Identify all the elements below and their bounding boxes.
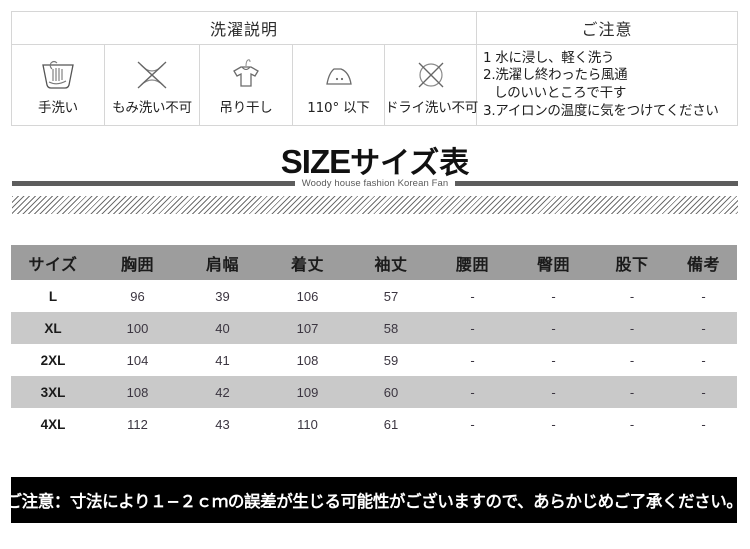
wash-instructions-header: 洗濯説明 — [10, 11, 478, 45]
cell-length: 108 — [296, 352, 319, 368]
size-title-block: SIZEサイズ表 Woody house fashion Korean Fan — [0, 138, 750, 190]
cell-chest: 104 — [126, 352, 149, 368]
caution-note-2: 2.洗濯し終わったら風通 — [483, 67, 628, 84]
cell-size: 4XL — [40, 416, 66, 432]
table-row: 4XL 112 43 110 61 - - - - — [11, 408, 737, 440]
cell-remarks: - — [670, 312, 737, 344]
cell-remarks: - — [701, 416, 706, 432]
page-subtitle: Woody house fashion Korean Fan — [301, 178, 449, 189]
hang-dry-icon — [200, 55, 292, 95]
cell-remarks: - — [701, 288, 706, 304]
subtitle-row: Woody house fashion Korean Fan — [12, 178, 739, 189]
cell-sleeve: 60 — [350, 376, 432, 408]
cell-sleeve: 61 — [383, 416, 399, 432]
table-row: 2XL 104 41 108 59 - - - - — [11, 344, 737, 376]
measurement-warning-text: ご注意：寸法により１−２ｃｍの誤差が生じる可能性がございますので、あらかじめご了… — [5, 492, 743, 511]
hatched-divider-band — [12, 196, 738, 214]
no-wringing-icon — [105, 55, 199, 95]
caution-note-1: 1 水に浸し、軽く洗う — [483, 49, 615, 66]
care-table-header-row: 洗濯説明 ご注意 — [10, 11, 739, 45]
cell-inseam: - — [629, 288, 635, 304]
subtitle-rule-left — [12, 181, 295, 186]
size-col-header-shoulder: 肩幅 — [180, 245, 265, 280]
caution-note-2-cont: しのいいところで干す — [494, 85, 627, 101]
table-row: L 96 39 106 57 - - - - — [11, 280, 737, 312]
cell-hip: - — [551, 352, 556, 368]
cell-waist: - — [470, 416, 475, 432]
caution-note-3: 3.アイロンの温度に気をつけてください — [483, 102, 719, 119]
cell-remarks: - — [670, 376, 737, 408]
size-col-header-size: サイズ — [11, 245, 95, 280]
care-cell-iron: 110° 以下 — [292, 44, 385, 126]
cell-waist: - — [432, 376, 513, 408]
care-cell-no-dry-clean: ドライ洗い不可 — [383, 44, 479, 126]
cell-shoulder: 39 — [215, 288, 230, 304]
cell-hip: - — [551, 288, 556, 304]
size-col-header-chest: 胸囲 — [95, 245, 180, 280]
cell-shoulder: 40 — [180, 312, 265, 344]
iron-110-icon — [293, 55, 384, 95]
cell-length: 110 — [297, 416, 318, 432]
cell-hip: - — [551, 416, 556, 432]
size-col-header-length: 着丈 — [265, 245, 350, 280]
cell-inseam: - — [629, 416, 635, 432]
cell-sleeve: 58 — [350, 312, 432, 344]
cell-chest: 108 — [95, 376, 180, 408]
care-table-body-row: 手洗い もみ洗い不可 — [11, 44, 739, 126]
size-col-header-hip: 臀囲 — [513, 245, 594, 280]
care-instruction-table: 洗濯説明 ご注意 手洗い — [10, 11, 739, 126]
care-label-hand-wash: 手洗い — [38, 99, 78, 116]
page-title: SIZEサイズ表 — [0, 138, 750, 182]
subtitle-rule-right — [455, 181, 739, 186]
cell-length: 109 — [265, 376, 350, 408]
size-col-header-sleeve: 袖丈 — [350, 245, 432, 280]
cell-size: XL — [11, 312, 95, 344]
cell-waist: - — [432, 312, 513, 344]
cell-sleeve: 57 — [383, 288, 399, 304]
table-row: 3XL 108 42 109 60 - - - - — [11, 376, 737, 408]
cell-hip: - — [513, 312, 594, 344]
cell-size: L — [48, 288, 58, 304]
table-row: XL 100 40 107 58 - - - - — [11, 312, 737, 344]
cell-length: 106 — [296, 288, 319, 304]
cell-size: 3XL — [11, 376, 95, 408]
cell-sleeve: 59 — [383, 352, 399, 368]
cell-chest: 112 — [127, 416, 148, 432]
care-label-iron: 110° 以下 — [307, 99, 370, 116]
care-label-no-dry-clean: ドライ洗い不可 — [385, 99, 479, 116]
cell-shoulder: 42 — [180, 376, 265, 408]
cell-waist: - — [470, 352, 475, 368]
care-cell-hang-dry: 吊り干し — [199, 44, 293, 126]
cell-inseam: - — [629, 352, 635, 368]
size-col-header-remarks: 備考 — [670, 245, 737, 280]
size-col-header-waist: 腰囲 — [432, 245, 513, 280]
cell-chest: 96 — [130, 288, 145, 304]
care-label-hang-dry: 吊り干し — [219, 99, 273, 116]
cell-hip: - — [513, 376, 594, 408]
page-title-jp: サイズ表 — [350, 146, 470, 181]
cell-waist: - — [470, 288, 475, 304]
care-cell-no-wringing: もみ洗い不可 — [104, 44, 200, 126]
caution-header: ご注意 — [476, 11, 739, 45]
no-dry-clean-icon — [385, 55, 476, 95]
cell-remarks: - — [701, 352, 706, 368]
cell-chest: 100 — [95, 312, 180, 344]
hand-wash-icon — [12, 55, 104, 95]
care-label-no-wringing: もみ洗い不可 — [112, 99, 192, 116]
page-title-latin: SIZE — [280, 143, 351, 180]
size-col-header-inseam: 股下 — [594, 245, 670, 280]
cell-inseam: - — [594, 312, 670, 344]
caution-notes-cell: 1 水に浸し、軽く洗う 2.洗濯し終わったら風通 しのいいところで干す 3.アイ… — [476, 44, 739, 126]
cell-inseam: - — [594, 376, 670, 408]
cell-shoulder: 43 — [215, 416, 230, 432]
size-chart-table: サイズ 胸囲 肩幅 着丈 袖丈 腰囲 臀囲 股下 備考 L 96 39 106 … — [11, 245, 737, 440]
cell-length: 107 — [265, 312, 350, 344]
cell-size: 2XL — [40, 352, 66, 368]
size-table-header-row: サイズ 胸囲 肩幅 着丈 袖丈 腰囲 臀囲 股下 備考 — [11, 245, 737, 280]
measurement-warning-bar: ご注意：寸法により１−２ｃｍの誤差が生じる可能性がございますので、あらかじめご了… — [6, 477, 743, 523]
care-cell-hand-wash: 手洗い — [11, 44, 105, 126]
cell-shoulder: 41 — [215, 352, 230, 368]
